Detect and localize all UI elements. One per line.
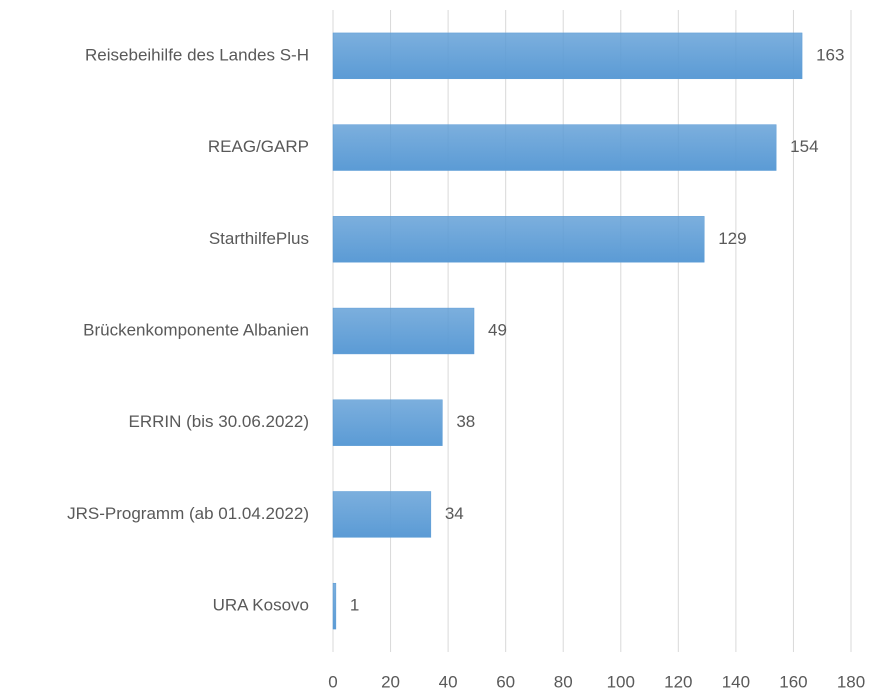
bar: [332, 491, 432, 538]
y-tick-label: StarthilfePlus: [209, 229, 309, 248]
data-label: 38: [456, 412, 475, 431]
bar: [332, 399, 443, 446]
y-tick-label: Brückenkomponente Albanien: [83, 320, 309, 339]
data-label: 129: [718, 229, 746, 248]
x-tick-label: 180: [837, 672, 865, 691]
x-tick-label: 140: [722, 672, 750, 691]
data-label: 49: [488, 320, 507, 339]
data-label: 163: [816, 45, 844, 64]
bar: [332, 582, 337, 630]
bar: [332, 32, 803, 80]
x-tick-label: 80: [554, 672, 573, 691]
data-label: 1: [350, 596, 359, 615]
x-tick-label: 60: [496, 672, 515, 691]
bar: [332, 216, 705, 263]
x-tick-label: 160: [779, 672, 807, 691]
y-tick-label: JRS-Programm (ab 01.04.2022): [67, 504, 309, 523]
x-tick-label: 0: [328, 672, 337, 691]
y-tick-label: REAG/GARP: [208, 137, 309, 156]
x-tick-label: 120: [664, 672, 692, 691]
data-label: 154: [790, 137, 818, 156]
x-tick-label: 100: [607, 672, 635, 691]
data-label: 34: [445, 504, 464, 523]
x-tick-label: 40: [439, 672, 458, 691]
bar: [332, 307, 475, 355]
x-tick-label: 20: [381, 672, 400, 691]
y-tick-label: ERRIN (bis 30.06.2022): [129, 412, 309, 431]
bar: [332, 124, 777, 171]
y-tick-label: Reisebeihilfe des Landes S-H: [85, 45, 309, 64]
y-tick-label: URA Kosovo: [213, 596, 309, 615]
